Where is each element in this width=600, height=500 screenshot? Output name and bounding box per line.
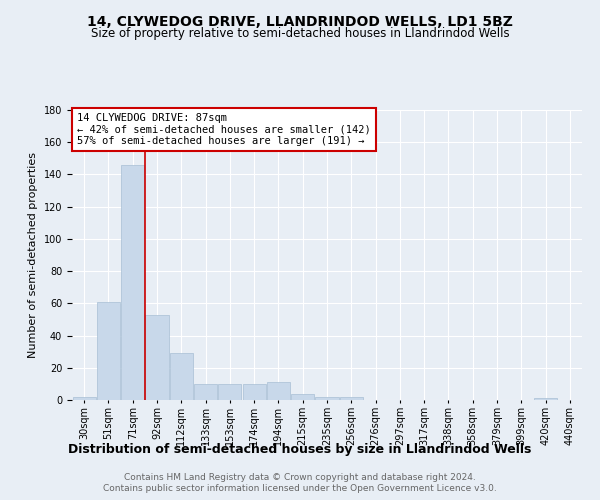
Text: Size of property relative to semi-detached houses in Llandrindod Wells: Size of property relative to semi-detach… (91, 28, 509, 40)
Bar (340, 397, 363, 400)
Bar (145, 314, 169, 400)
Bar (73, 397, 95, 400)
Bar (267, 382, 290, 400)
Bar (534, 398, 557, 400)
Bar (291, 394, 314, 400)
Bar (218, 384, 241, 400)
Bar (316, 397, 338, 400)
Bar (194, 384, 217, 400)
Y-axis label: Number of semi-detached properties: Number of semi-detached properties (28, 152, 38, 358)
Text: Contains public sector information licensed under the Open Government Licence v3: Contains public sector information licen… (103, 484, 497, 493)
Bar (170, 354, 193, 400)
Bar (121, 165, 144, 400)
Text: 14, CLYWEDOG DRIVE, LLANDRINDOD WELLS, LD1 5BZ: 14, CLYWEDOG DRIVE, LLANDRINDOD WELLS, L… (87, 15, 513, 29)
Bar (97, 302, 120, 400)
Text: 14 CLYWEDOG DRIVE: 87sqm
← 42% of semi-detached houses are smaller (142)
57% of : 14 CLYWEDOG DRIVE: 87sqm ← 42% of semi-d… (77, 113, 371, 146)
Bar (242, 384, 266, 400)
Text: Distribution of semi-detached houses by size in Llandrindod Wells: Distribution of semi-detached houses by … (68, 442, 532, 456)
Text: Contains HM Land Registry data © Crown copyright and database right 2024.: Contains HM Land Registry data © Crown c… (124, 472, 476, 482)
